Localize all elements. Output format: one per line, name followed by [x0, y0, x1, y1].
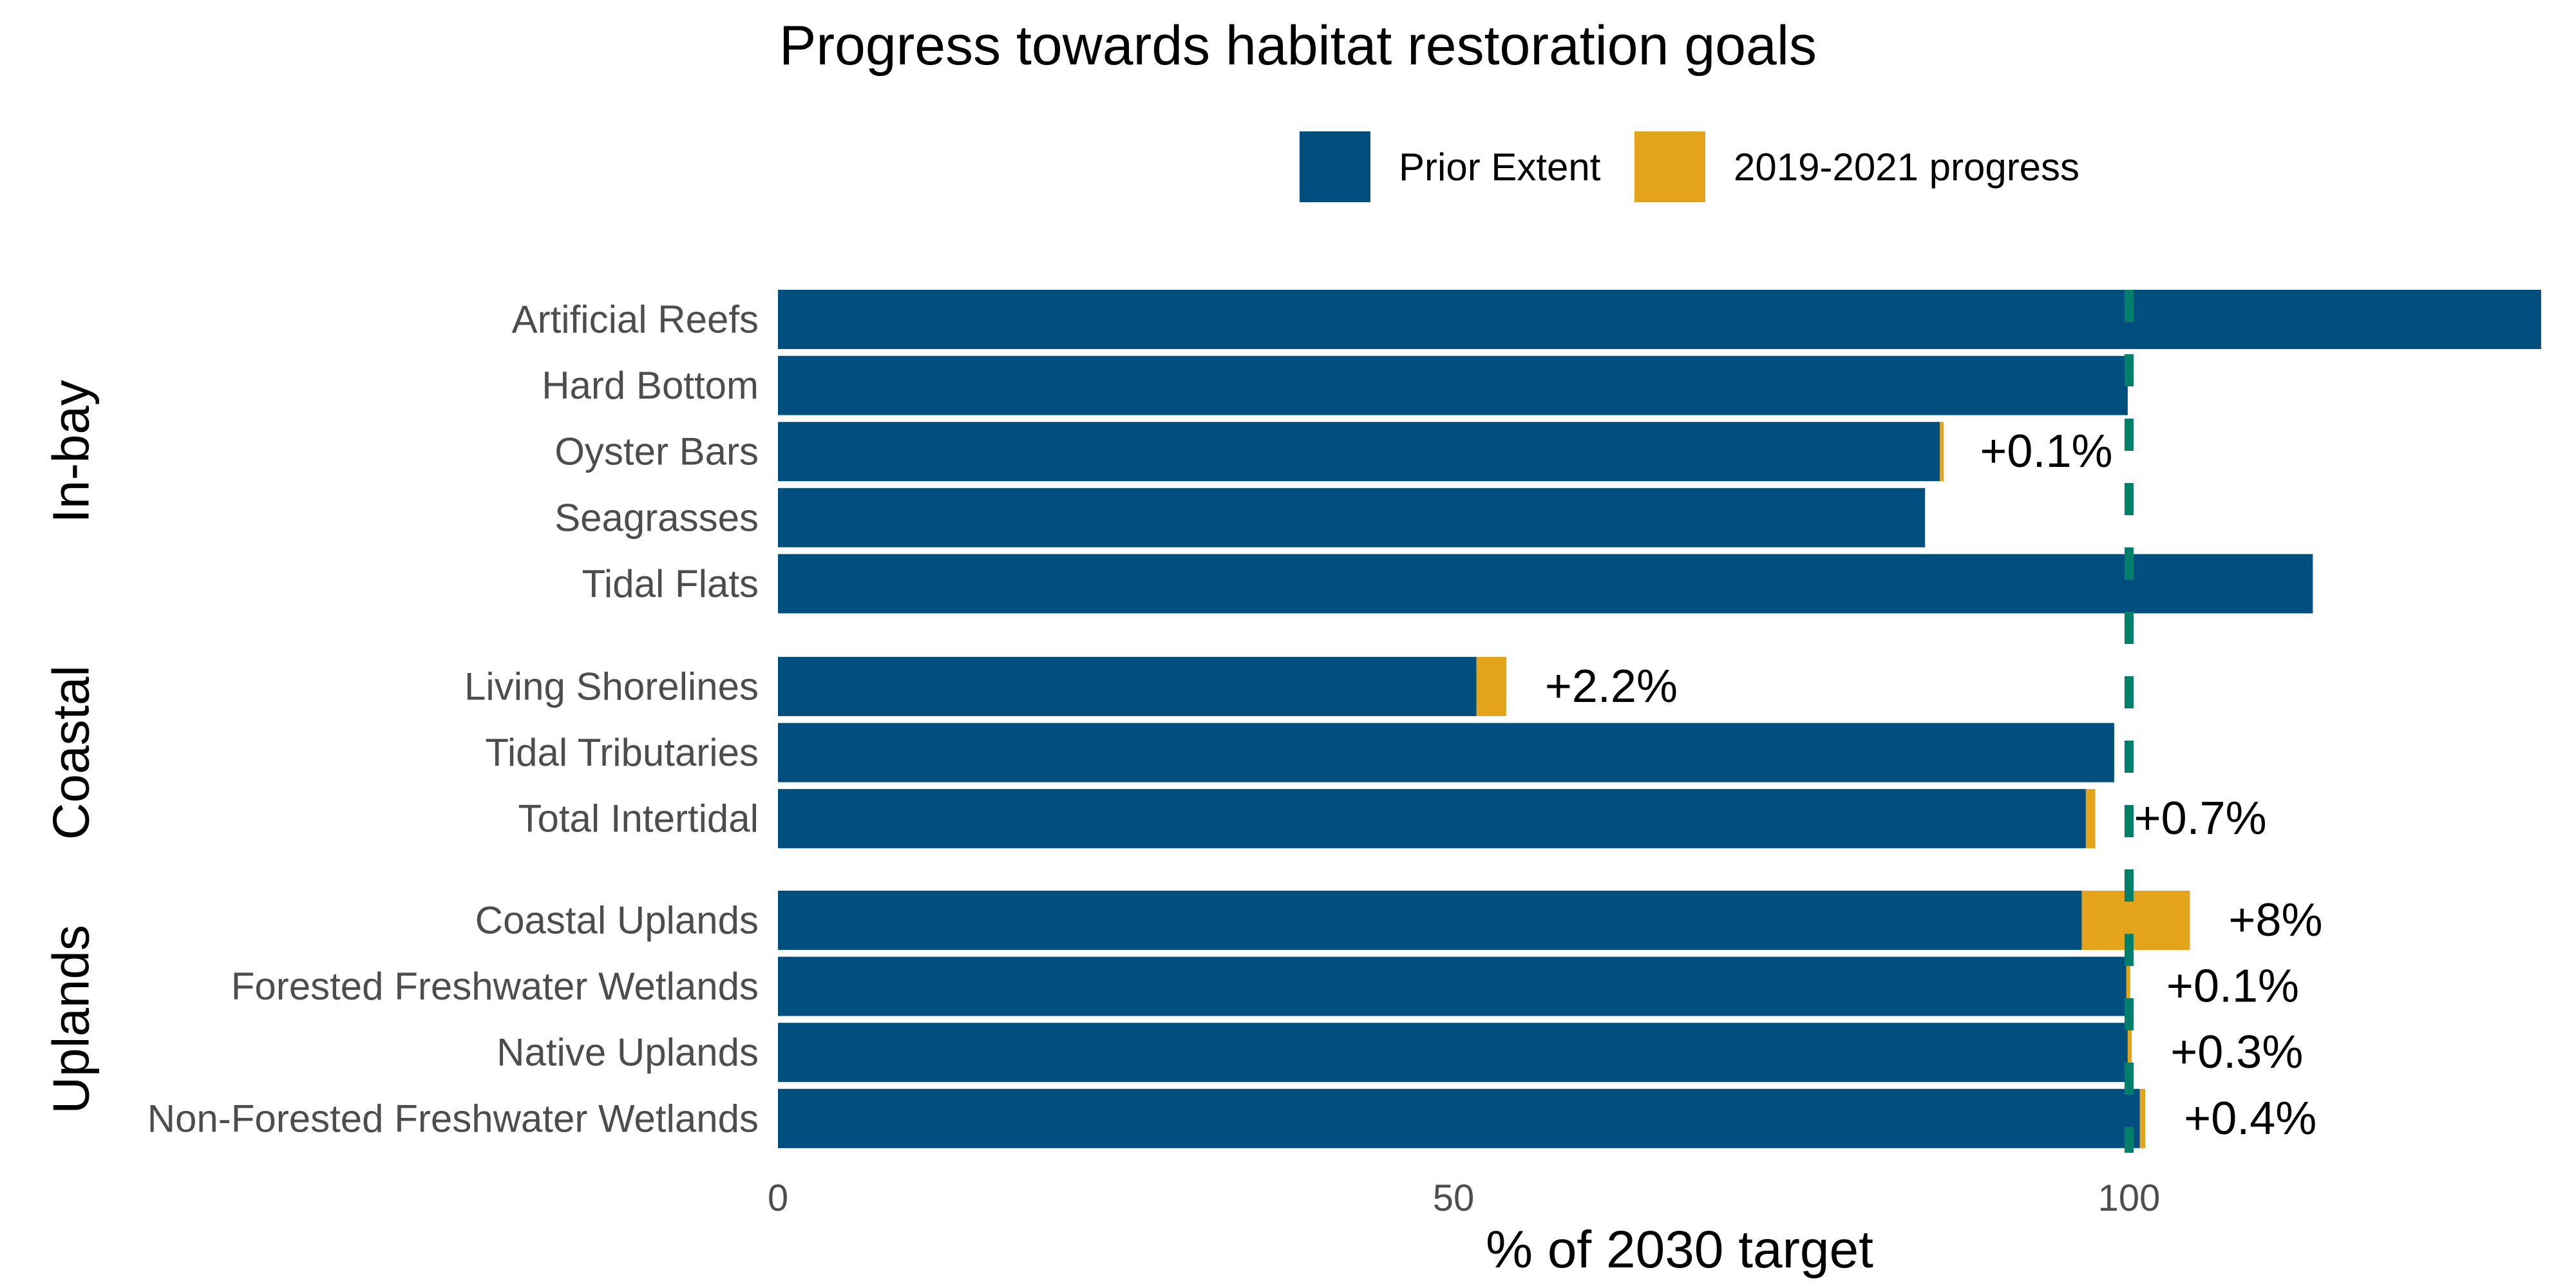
x-tick-label: 100 [2098, 1177, 2161, 1219]
bar-prior-extent [778, 1023, 2128, 1083]
group-label: In-bay [43, 380, 100, 523]
x-axis-title: % of 2030 target [1486, 1220, 1873, 1279]
bar-progress [2085, 789, 2096, 849]
progress-label: +0.1% [1980, 426, 2112, 477]
legend-label-progress: 2019-2021 progress [1734, 146, 2079, 189]
bar-prior-extent [778, 554, 2313, 614]
bar-progress [2081, 891, 2190, 950]
category-label: Forested Freshwater Wetlands [231, 965, 759, 1008]
legend-swatch-prior-extent [1300, 131, 1370, 202]
bar-prior-extent [778, 891, 2082, 950]
bar-progress [2126, 956, 2130, 1016]
legend: Prior Extent 2019-2021 progress [1300, 131, 2079, 202]
group-label: Uplands [43, 925, 100, 1114]
progress-label: +8% [2228, 895, 2322, 946]
bar-prior-extent [778, 657, 1477, 716]
category-label: Hard Bottom [542, 364, 759, 407]
bar-progress [1476, 657, 1506, 716]
bar-prior-extent [778, 723, 2114, 782]
x-tick-label: 0 [768, 1177, 788, 1219]
progress-label: +0.3% [2170, 1027, 2303, 1078]
bar-progress [2139, 1088, 2146, 1148]
bars-layer [778, 290, 2541, 1148]
category-label: Artificial Reefs [512, 298, 759, 341]
bar-progress [1940, 422, 1944, 482]
category-label: Coastal Uplands [475, 899, 759, 942]
category-label: Tidal Flats [582, 562, 759, 605]
progress-label: +0.1% [2166, 961, 2299, 1012]
bar-prior-extent [778, 956, 2126, 1016]
bar-prior-extent [778, 290, 2541, 349]
progress-label: +0.7% [2134, 793, 2267, 844]
x-tick-label: 50 [1433, 1177, 1475, 1219]
category-label: Non-Forested Freshwater Wetlands [147, 1097, 759, 1140]
progress-label: +2.2% [1545, 661, 1678, 712]
bar-prior-extent [778, 355, 2128, 415]
chart-title: Progress towards habitat restoration goa… [779, 15, 1817, 77]
bar-progress [2127, 1023, 2132, 1083]
category-label: Tidal Tributaries [485, 731, 759, 774]
category-label: Seagrasses [554, 496, 759, 539]
bar-prior-extent [778, 488, 1926, 547]
bar-prior-extent [778, 1088, 2140, 1148]
legend-swatch-progress [1634, 131, 1705, 202]
category-label: Living Shorelines [464, 665, 759, 708]
labels-layer: In-bay Artificial Reefs Hard Bottom Oyster … [43, 298, 2323, 1144]
x-axis: 0 50 100 [768, 1177, 2161, 1219]
legend-label-prior-extent: Prior Extent [1399, 146, 1601, 189]
bar-prior-extent [778, 422, 1940, 482]
bar-prior-extent [778, 789, 2086, 849]
category-label: Oyster Bars [554, 430, 759, 473]
group-label: Coastal [43, 665, 100, 840]
category-label: Total Intertidal [518, 797, 759, 840]
progress-label: +0.4% [2184, 1093, 2316, 1144]
category-label: Native Uplands [497, 1031, 759, 1074]
